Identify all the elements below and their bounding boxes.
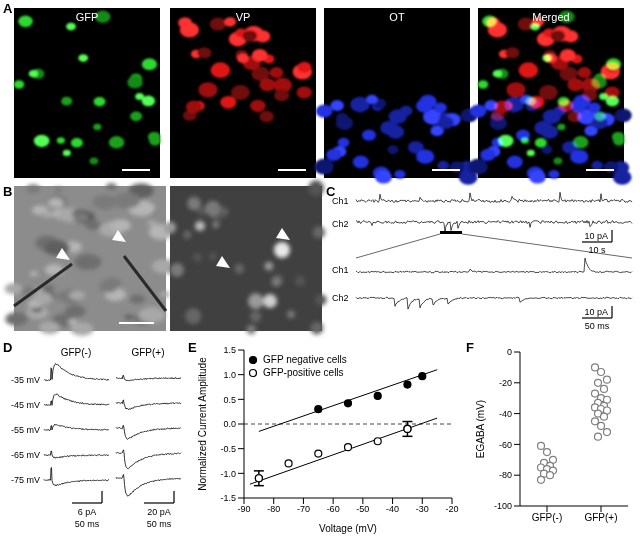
svg-text:C: C xyxy=(326,184,336,199)
svg-text:E: E xyxy=(188,340,197,355)
svg-text:50 ms: 50 ms xyxy=(585,321,610,331)
html-text:GFP-positive cells: GFP-positive cells xyxy=(263,367,344,378)
svg-text:-60: -60 xyxy=(499,440,512,450)
svg-text:20 pA: 20 pA xyxy=(147,507,171,517)
svg-text:B: B xyxy=(3,184,12,199)
svg-text:D: D xyxy=(3,340,12,355)
svg-text:-60: -60 xyxy=(327,504,340,514)
svg-text:-75 mV: -75 mV xyxy=(11,475,40,485)
svg-text:10 pA: 10 pA xyxy=(584,231,608,241)
svg-text:0.5: 0.5 xyxy=(223,395,236,405)
svg-text:Voltage (mV): Voltage (mV) xyxy=(319,523,377,534)
svg-text:-20: -20 xyxy=(499,378,512,388)
svg-text:GFP: GFP xyxy=(76,11,99,23)
svg-text:-1.5: -1.5 xyxy=(220,493,236,503)
svg-text:50 ms: 50 ms xyxy=(147,519,172,529)
svg-text:A: A xyxy=(3,1,13,16)
svg-text:1.5: 1.5 xyxy=(223,345,236,355)
svg-text:-80: -80 xyxy=(267,504,280,514)
svg-text:-35 mV: -35 mV xyxy=(11,375,40,385)
svg-text:-90: -90 xyxy=(237,504,250,514)
svg-text:-1.0: -1.0 xyxy=(220,469,236,479)
svg-text:GFP(-): GFP(-) xyxy=(532,512,563,523)
svg-text:EGABA (mV): EGABA (mV) xyxy=(475,400,486,458)
svg-text:-30: -30 xyxy=(416,504,429,514)
svg-text:Ch2: Ch2 xyxy=(332,293,349,303)
svg-text:-40: -40 xyxy=(386,504,399,514)
svg-text:VP: VP xyxy=(236,11,251,23)
svg-text:GFP(-): GFP(-) xyxy=(61,347,92,358)
svg-text:10 pA: 10 pA xyxy=(584,307,608,317)
svg-text:F: F xyxy=(466,340,474,355)
svg-text:OT: OT xyxy=(389,11,405,23)
svg-text:-65 mV: -65 mV xyxy=(11,450,40,460)
svg-text:-80: -80 xyxy=(499,470,512,480)
svg-text:-50: -50 xyxy=(356,504,369,514)
svg-text:Ch1: Ch1 xyxy=(332,265,349,275)
svg-text:GFP(+): GFP(+) xyxy=(584,512,617,523)
svg-text:50 ms: 50 ms xyxy=(75,519,100,529)
svg-text:Ch2: Ch2 xyxy=(332,219,349,229)
svg-text:-70: -70 xyxy=(297,504,310,514)
svg-text:-20: -20 xyxy=(445,504,458,514)
svg-text:-100: -100 xyxy=(494,501,512,511)
svg-text:Merged: Merged xyxy=(532,11,569,23)
svg-text:Ch1: Ch1 xyxy=(332,196,349,206)
svg-text:-55 mV: -55 mV xyxy=(11,425,40,435)
html-text:GFP negative cells: GFP negative cells xyxy=(263,354,347,365)
svg-text:-45 mV: -45 mV xyxy=(11,400,40,410)
svg-text:GFP(+): GFP(+) xyxy=(131,347,164,358)
svg-text:0.0: 0.0 xyxy=(223,419,236,429)
svg-text:0: 0 xyxy=(507,347,512,357)
svg-text:1.0: 1.0 xyxy=(223,370,236,380)
svg-text:-40: -40 xyxy=(499,409,512,419)
svg-text:Normalized Current Amplitude: Normalized Current Amplitude xyxy=(197,357,208,491)
svg-text:10 s: 10 s xyxy=(588,245,606,255)
svg-text:-0.5: -0.5 xyxy=(220,444,236,454)
svg-text:6 pA: 6 pA xyxy=(78,507,97,517)
